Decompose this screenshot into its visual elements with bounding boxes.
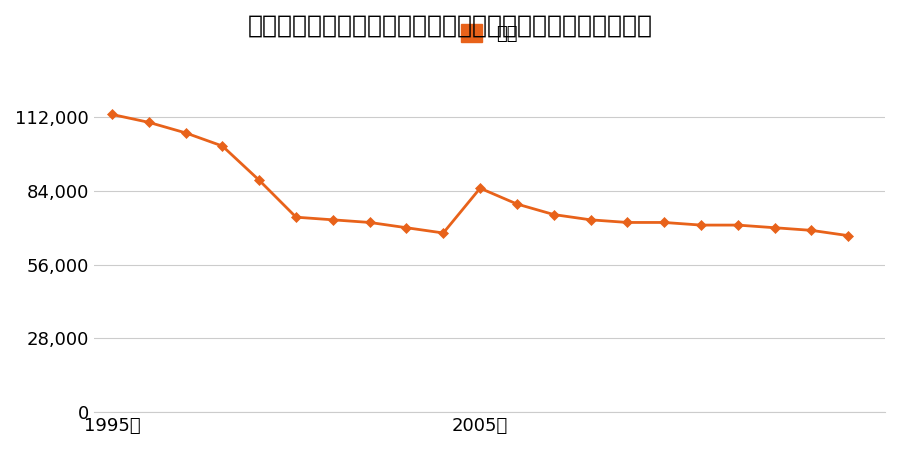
Legend: 価格: 価格 [454, 17, 526, 50]
Text: 三重県桑名市大字下深谷部字山之原４２７番３外の地価推移: 三重県桑名市大字下深谷部字山之原４２７番３外の地価推移 [248, 14, 652, 37]
